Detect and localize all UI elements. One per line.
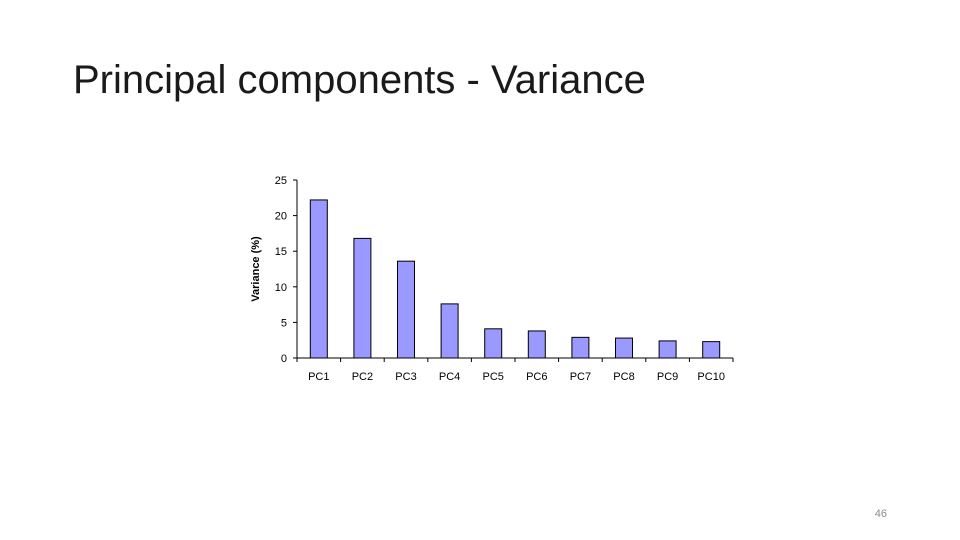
y-axis: 0 5 10 15 20 25 [275, 175, 298, 365]
bar [527, 330, 546, 359]
bar [571, 336, 590, 359]
x-ticks [296, 358, 734, 362]
bars [309, 199, 721, 359]
bar [397, 260, 415, 359]
bar [615, 337, 633, 359]
y-tick-label: 25 [275, 175, 287, 187]
x-tick-labels: PC1 PC2 PC3 PC4 PC5 PC6 PC7 PC8 PC9 PC10 [308, 371, 725, 383]
bar [658, 340, 677, 359]
x-tick-label: PC6 [526, 371, 547, 383]
x-tick-label: PC4 [439, 371, 460, 383]
bar [353, 237, 372, 359]
y-ticks: 0 5 10 15 20 25 [275, 175, 297, 365]
bar [484, 328, 503, 359]
x-tick-label: PC1 [308, 371, 329, 383]
y-tick-label: 15 [275, 246, 287, 258]
bar [309, 199, 328, 359]
y-tick-label: 20 [275, 211, 287, 223]
y-axis-title: Variance (%) [250, 236, 262, 302]
bar [702, 341, 721, 359]
y-tick-label: 0 [281, 353, 287, 365]
slide-title: Principal components - Variance [73, 58, 646, 102]
x-tick-label: PC7 [570, 371, 591, 383]
x-tick-label: PC9 [657, 371, 678, 383]
x-tick-label: PC8 [613, 371, 634, 383]
x-tick-label: PC5 [482, 371, 503, 383]
x-axis [296, 357, 734, 362]
y-tick-label: 5 [281, 317, 287, 329]
x-tick-label: PC2 [352, 371, 373, 383]
page-number: 46 [874, 508, 887, 520]
bar [440, 303, 459, 359]
x-tick-label: PC10 [697, 371, 725, 383]
x-tick-label: PC3 [395, 371, 416, 383]
y-tick-label: 10 [275, 282, 287, 294]
